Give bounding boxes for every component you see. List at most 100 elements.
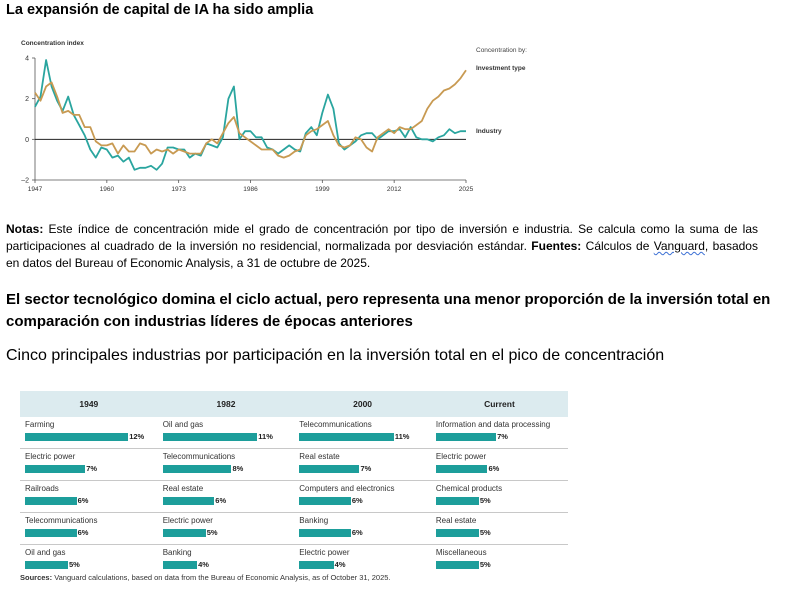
- investment-type-series-label: Investment type: [476, 65, 526, 72]
- share-label: 12%: [129, 432, 145, 441]
- industry-name: Real estate: [435, 516, 477, 525]
- share-label: 6%: [351, 528, 363, 537]
- x-tick-label: 2012: [387, 186, 402, 193]
- table-cell: Telecommunications 6%: [20, 512, 158, 545]
- industry-name: Miscellaneous: [435, 548, 487, 557]
- table-source-label: Sources:: [20, 573, 53, 582]
- table-cell: Farming 12%: [20, 417, 158, 449]
- table-row: Farming 12% Oil and gas 11% Telecommunicatio…: [20, 417, 568, 449]
- industry-name: Oil and gas: [162, 420, 204, 429]
- industry-name: Electric power: [435, 452, 487, 461]
- table-row: Electric power 7% Telecommunications 8% Real…: [20, 448, 568, 481]
- col-header: 1982: [157, 391, 295, 417]
- table-cell: Real estate 5%: [430, 512, 568, 545]
- industry-name: Banking: [162, 548, 192, 557]
- share-label: 5%: [479, 528, 491, 537]
- share-label: 6%: [77, 496, 89, 505]
- concentration-chart: –2 0 2 4 1947 1960 1973 1986 1999 2012 2025 Concent…: [21, 40, 527, 193]
- industry-name: Information and data processing: [435, 420, 551, 429]
- col-header: 2000: [294, 391, 431, 417]
- share-bar: [299, 464, 360, 473]
- table-cell: Railroads 6%: [20, 480, 158, 513]
- vanguard-word: Vanguard: [653, 239, 705, 253]
- investment-type-series-line: [34, 69, 467, 159]
- share-bar: [162, 432, 258, 441]
- table-cell: Real estate 7%: [294, 448, 431, 481]
- industry-name: Farming: [25, 420, 55, 429]
- table-source-text: Vanguard calculations, based on data fro…: [52, 573, 391, 582]
- share-bar: [435, 432, 497, 441]
- share-bar: [435, 464, 488, 473]
- section-title: El sector tecnológico domina el ciclo ac…: [6, 291, 771, 330]
- section-subtitle: Cinco principales industrias por partici…: [6, 347, 665, 364]
- industry-name: Railroads: [25, 484, 59, 493]
- table-cell: Electric power 6%: [430, 448, 568, 481]
- col-header: 1949: [20, 391, 158, 417]
- share-bar: [25, 560, 68, 569]
- sources-text-a: Cálculos de: [581, 239, 654, 253]
- sources-text-b: , basados en datos del Bureau of Economi…: [6, 239, 758, 270]
- share-label: 5%: [69, 560, 80, 569]
- share-label: 7%: [360, 464, 372, 473]
- industry-name: Real estate: [162, 484, 204, 493]
- share-bar: [162, 528, 206, 537]
- table-cell: Electric power 7%: [20, 448, 158, 481]
- share-bar: [299, 528, 351, 537]
- industry-name: Banking: [299, 516, 329, 525]
- col-header: Current: [430, 391, 568, 417]
- notes-text: Este índice de concentración mide el gra…: [6, 222, 758, 253]
- share-bar: [299, 432, 394, 441]
- share-bar: [25, 528, 77, 537]
- x-tick-label: 2025: [459, 186, 474, 193]
- industry-name: Telecommunications: [162, 452, 236, 461]
- table-cell: Telecommunications 11%: [294, 417, 431, 449]
- share-bar: [435, 560, 479, 569]
- share-label: 4%: [198, 560, 209, 569]
- share-label: 6%: [77, 528, 89, 537]
- table-cell: Information and data processing 7%: [431, 417, 568, 449]
- y-tick-label: –2: [21, 178, 29, 185]
- industry-name: Electric power: [299, 548, 350, 557]
- share-label: 5%: [479, 560, 491, 569]
- share-bar: [162, 560, 198, 569]
- table-cell: Oil and gas 5%: [20, 544, 158, 576]
- industry-name: Oil and gas: [25, 548, 66, 557]
- share-bar: [435, 496, 479, 505]
- y-tick-label: 2: [25, 96, 29, 103]
- table-row: Railroads 6% Real estate 6% Computers and el…: [20, 480, 568, 513]
- y-tick-label: 4: [25, 56, 29, 63]
- share-label: 7%: [497, 432, 508, 441]
- legend-title: Concentration by:: [476, 47, 527, 54]
- share-bar: [25, 432, 129, 441]
- industry-name: Electric power: [162, 516, 213, 525]
- industries-table: 1949 1982 2000 Current Farming 12% Oil and…: [20, 391, 568, 576]
- share-bar: [162, 496, 215, 505]
- industry-series-line: [34, 59, 466, 171]
- share-bar: [435, 528, 479, 537]
- x-tick-label: 1999: [315, 186, 330, 193]
- x-tick-label: 1960: [100, 186, 115, 193]
- table-row: Telecommunications 6% Electric power 5% Bank…: [20, 512, 568, 545]
- share-label: 6%: [351, 496, 363, 505]
- table-cell: Oil and gas 11%: [158, 417, 295, 449]
- top-title: La expansión de capital de IA ha sido am…: [6, 2, 314, 18]
- share-label: 8%: [232, 464, 244, 473]
- share-bar: [299, 560, 334, 569]
- industry-name: Chemical products: [435, 484, 503, 493]
- share-bar: [162, 464, 232, 473]
- industry-name: Telecommunications: [25, 516, 98, 525]
- industry-name: Electric power: [25, 452, 76, 461]
- share-label: 11%: [258, 432, 273, 441]
- industry-name: Real estate: [299, 452, 340, 461]
- industry-series-label: Industry: [476, 128, 502, 135]
- table-cell: Chemical products 5%: [430, 480, 568, 513]
- y-tick-label: 0: [25, 137, 29, 144]
- table-cell: Banking 6%: [294, 512, 431, 545]
- share-bar: [299, 496, 351, 505]
- share-label: 11%: [394, 432, 410, 441]
- share-label: 6%: [488, 464, 500, 473]
- table-cell: Computers and electronics 6%: [294, 480, 431, 513]
- table-cell: Miscellaneous 5%: [430, 544, 568, 576]
- share-label: 6%: [215, 496, 227, 505]
- table-row: Oil and gas 5% Banking 4% Electric power 4% Mi…: [20, 544, 568, 576]
